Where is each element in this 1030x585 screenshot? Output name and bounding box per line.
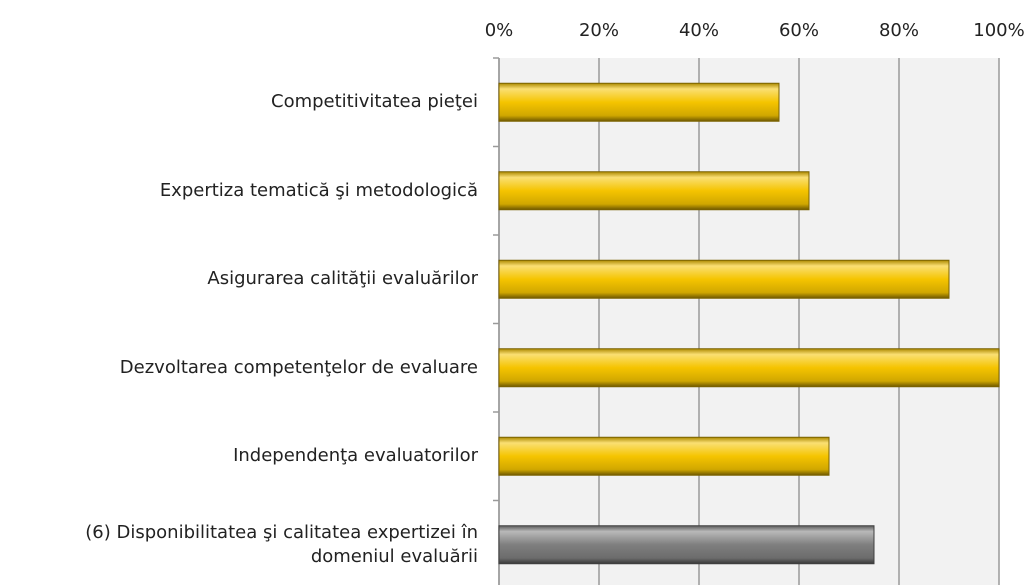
x-tick-label: 40% bbox=[679, 20, 719, 41]
y-tick-label: Asigurarea calităţii evaluărilor bbox=[207, 268, 478, 290]
x-tick-label: 20% bbox=[579, 20, 619, 41]
bar bbox=[498, 259, 950, 299]
y-tick-label: Expertiza tematică şi metodologică bbox=[159, 179, 478, 201]
x-tick-label: 60% bbox=[779, 20, 819, 41]
y-tick-label: Dezvoltarea competenţelor de evaluare bbox=[119, 356, 478, 378]
y-tick-label: Competitivitatea pieţei bbox=[271, 91, 478, 113]
y-tick-label: (6) Disponibilitatea şi calitatea expert… bbox=[85, 521, 478, 567]
x-tick-label: 100% bbox=[973, 20, 1024, 41]
y-tick-label: Independenţa evaluatorilor bbox=[233, 445, 478, 467]
x-tick-label: 0% bbox=[485, 20, 514, 41]
bar bbox=[498, 525, 875, 565]
x-tick-label: 80% bbox=[879, 20, 919, 41]
bar bbox=[498, 82, 780, 122]
bar bbox=[498, 436, 830, 476]
bar bbox=[498, 171, 810, 211]
bar bbox=[498, 348, 1000, 388]
plot-area bbox=[499, 58, 999, 585]
